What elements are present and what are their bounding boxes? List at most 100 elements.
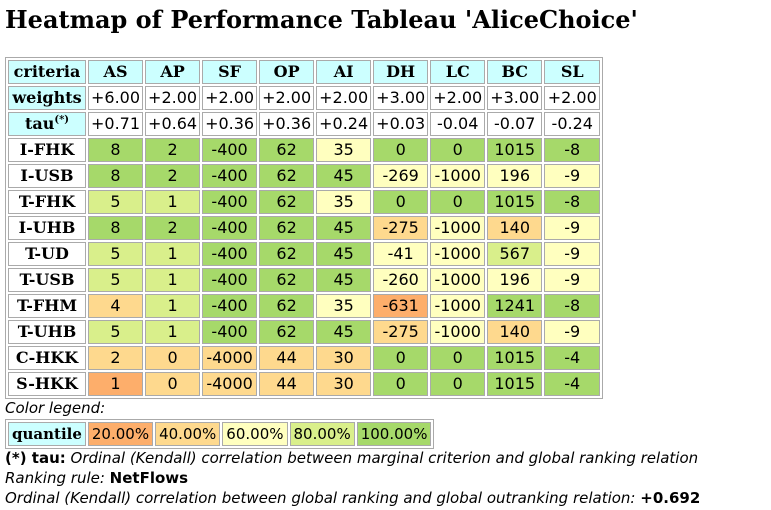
ranking-rule-line: Ranking rule: NetFlows bbox=[5, 468, 188, 488]
criterion-header: AP bbox=[145, 60, 201, 84]
criterion-header: OP bbox=[259, 60, 315, 84]
tau-footnote-text: Ordinal (Kendall) correlation between ma… bbox=[65, 449, 699, 467]
alternative-label: T-FHK bbox=[8, 190, 86, 214]
heatmap-cell: -9 bbox=[544, 216, 601, 240]
correlation-value: +0.692 bbox=[640, 489, 701, 507]
heatmap-cell: -1000 bbox=[430, 242, 486, 266]
tau-label-cell: tau(*) bbox=[8, 112, 86, 136]
tau-row: tau(*) +0.71 +0.64 +0.36 +0.36 +0.24 +0.… bbox=[8, 112, 601, 136]
weight-cell: +2.00 bbox=[316, 86, 372, 110]
tau-cell: +0.71 bbox=[88, 112, 144, 136]
heatmap-cell: -1000 bbox=[430, 320, 486, 344]
heatmap-cell: -8 bbox=[544, 138, 601, 162]
criteria-corner-label: criteria bbox=[8, 60, 86, 84]
heatmap-row: C-HKK 2 0 -4000 44 30 0 0 1015 -4 bbox=[8, 346, 601, 370]
heatmap-cell: 0 bbox=[373, 346, 429, 370]
heatmap-row: I-UHB 8 2 -400 62 45 -275 -1000 140 -9 bbox=[8, 216, 601, 240]
heatmap-cell: 44 bbox=[259, 372, 315, 396]
heatmap-cell: 0 bbox=[145, 346, 201, 370]
heatmap-cell: 30 bbox=[316, 346, 372, 370]
heatmap-cell: 45 bbox=[316, 242, 372, 266]
heatmap-cell: -9 bbox=[544, 242, 601, 266]
heatmap-cell: 1241 bbox=[487, 294, 543, 318]
heatmap-cell: 1 bbox=[145, 268, 201, 292]
ranking-rule-prefix: Ranking rule: bbox=[5, 469, 110, 487]
heatmap-cell: 0 bbox=[373, 190, 429, 214]
heatmap-cell: 567 bbox=[487, 242, 543, 266]
heatmap-cell: 2 bbox=[145, 216, 201, 240]
heatmap-cell: -400 bbox=[202, 190, 258, 214]
heatmap-cell: 2 bbox=[145, 138, 201, 162]
heatmap-cell: 30 bbox=[316, 372, 372, 396]
heatmap-cell: 62 bbox=[259, 190, 315, 214]
weight-cell: +3.00 bbox=[487, 86, 543, 110]
heatmap-cell: -275 bbox=[373, 216, 429, 240]
alternative-label: T-UHB bbox=[8, 320, 86, 344]
heatmap-cell: -269 bbox=[373, 164, 429, 188]
heatmap-cell: 45 bbox=[316, 216, 372, 240]
tau-footnote: (*) tau: Ordinal (Kendall) correlation b… bbox=[5, 448, 698, 468]
heatmap-cell: 0 bbox=[373, 372, 429, 396]
heatmap-cell: 44 bbox=[259, 346, 315, 370]
tau-cell: +0.36 bbox=[259, 112, 315, 136]
criterion-header: DH bbox=[373, 60, 429, 84]
weight-cell: +3.00 bbox=[373, 86, 429, 110]
heatmap-row: I-FHK 8 2 -400 62 35 0 0 1015 -8 bbox=[8, 138, 601, 162]
weights-row: weights +6.00 +2.00 +2.00 +2.00 +2.00 +3… bbox=[8, 86, 601, 110]
heatmap-cell: -1000 bbox=[430, 216, 486, 240]
tau-cell: +0.36 bbox=[202, 112, 258, 136]
heatmap-cell: -400 bbox=[202, 242, 258, 266]
heatmap-cell: 196 bbox=[487, 164, 543, 188]
heatmap-cell: 0 bbox=[430, 372, 486, 396]
heatmap-cell: 0 bbox=[430, 190, 486, 214]
heatmap-cell: 62 bbox=[259, 242, 315, 266]
weight-cell: +2.00 bbox=[145, 86, 201, 110]
heatmap-cell: 35 bbox=[316, 138, 372, 162]
tau-cell: +0.03 bbox=[373, 112, 429, 136]
heatmap-cell: 1 bbox=[145, 242, 201, 266]
heatmap-cell: -400 bbox=[202, 268, 258, 292]
heatmap-cell: 62 bbox=[259, 320, 315, 344]
heatmap-cell: 140 bbox=[487, 320, 543, 344]
heatmap-cell: 35 bbox=[316, 190, 372, 214]
criterion-header: SF bbox=[202, 60, 258, 84]
heatmap-cell: -400 bbox=[202, 216, 258, 240]
heatmap-cell: -8 bbox=[544, 294, 601, 318]
alternative-label: C-HKK bbox=[8, 346, 86, 370]
legend-row: quantile 20.00% 40.00% 60.00% 80.00% 100.00% bbox=[8, 422, 432, 446]
heatmap-cell: 1015 bbox=[487, 346, 543, 370]
heatmap-cell: 45 bbox=[316, 164, 372, 188]
heatmap-cell: -4000 bbox=[202, 346, 258, 370]
heatmap-row: T-USB 5 1 -400 62 45 -260 -1000 196 -9 bbox=[8, 268, 601, 292]
heatmap-body: I-FHK 8 2 -400 62 35 0 0 1015 -8 I-USB 8 2 -400 62 45 -2… bbox=[8, 138, 601, 396]
heatmap-cell: 5 bbox=[88, 320, 144, 344]
criteria-header-row: criteria AS AP SF OP AI DH LC BC SL bbox=[8, 60, 601, 84]
legend-swatch: 100.00% bbox=[356, 422, 432, 446]
heatmap-cell: 0 bbox=[145, 372, 201, 396]
heatmap-table: criteria AS AP SF OP AI DH LC BC SL weig… bbox=[5, 57, 604, 399]
heatmap-cell: 1 bbox=[145, 190, 201, 214]
legend-swatch: 20.00% bbox=[87, 422, 154, 446]
heatmap-cell: 1015 bbox=[487, 138, 543, 162]
tau-cell: -0.07 bbox=[487, 112, 543, 136]
tau-cell: +0.64 bbox=[145, 112, 201, 136]
alternative-label: T-USB bbox=[8, 268, 86, 292]
heatmap-cell: 5 bbox=[88, 190, 144, 214]
alternative-label: T-UD bbox=[8, 242, 86, 266]
heatmap-cell: -4 bbox=[544, 372, 601, 396]
heatmap-cell: 1 bbox=[145, 320, 201, 344]
alternative-label: I-FHK bbox=[8, 138, 86, 162]
tau-cell: -0.24 bbox=[544, 112, 601, 136]
tau-footnote-mark: (*) bbox=[54, 114, 70, 126]
criterion-header: SL bbox=[544, 60, 601, 84]
legend-label: quantile bbox=[8, 422, 86, 446]
heatmap-cell: 62 bbox=[259, 164, 315, 188]
heatmap-cell: -1000 bbox=[430, 268, 486, 292]
heatmap-cell: -9 bbox=[544, 268, 601, 292]
heatmap-cell: -9 bbox=[544, 320, 601, 344]
tau-cell: -0.04 bbox=[430, 112, 486, 136]
heatmap-cell: 8 bbox=[88, 138, 144, 162]
weights-label: weights bbox=[8, 86, 86, 110]
heatmap-cell: -400 bbox=[202, 294, 258, 318]
legend-swatch: 80.00% bbox=[289, 422, 355, 446]
